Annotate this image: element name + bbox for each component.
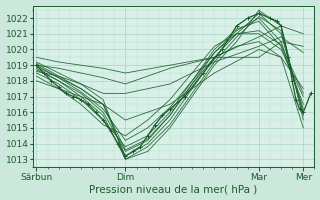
X-axis label: Pression niveau de la mer( hPa ): Pression niveau de la mer( hPa ) bbox=[90, 184, 258, 194]
